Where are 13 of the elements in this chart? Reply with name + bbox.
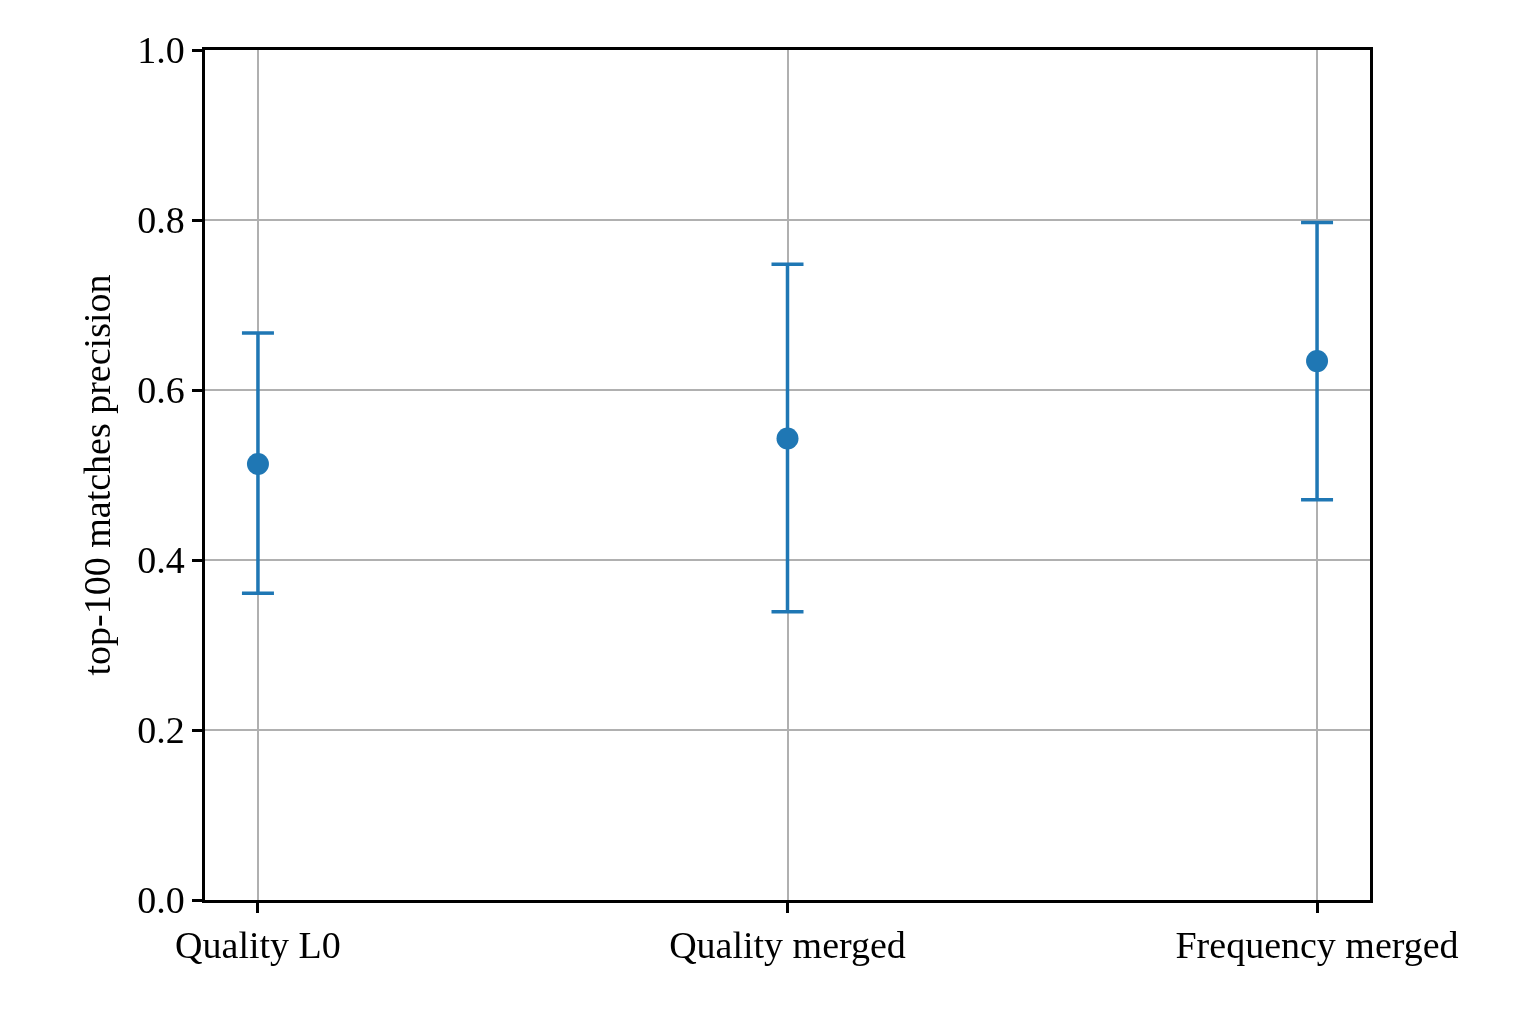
x-tick-label: Frequency merged — [1175, 924, 1459, 967]
point — [246, 452, 269, 475]
y-tick-label: 0.4 — [137, 539, 185, 582]
y-tick-label: 0.6 — [137, 369, 185, 412]
point — [776, 427, 799, 450]
x-tick-label: Quality L0 — [175, 924, 341, 967]
y-tick-label: 0.0 — [137, 879, 185, 922]
x-tick-label: Quality merged — [669, 924, 906, 967]
point — [1306, 350, 1329, 373]
y-axis-title: top-100 matches precision — [76, 274, 119, 676]
y-tick-label: 0.8 — [137, 199, 185, 242]
y-tick-label: 1.0 — [137, 29, 185, 72]
y-tick-label: 0.2 — [137, 709, 185, 752]
